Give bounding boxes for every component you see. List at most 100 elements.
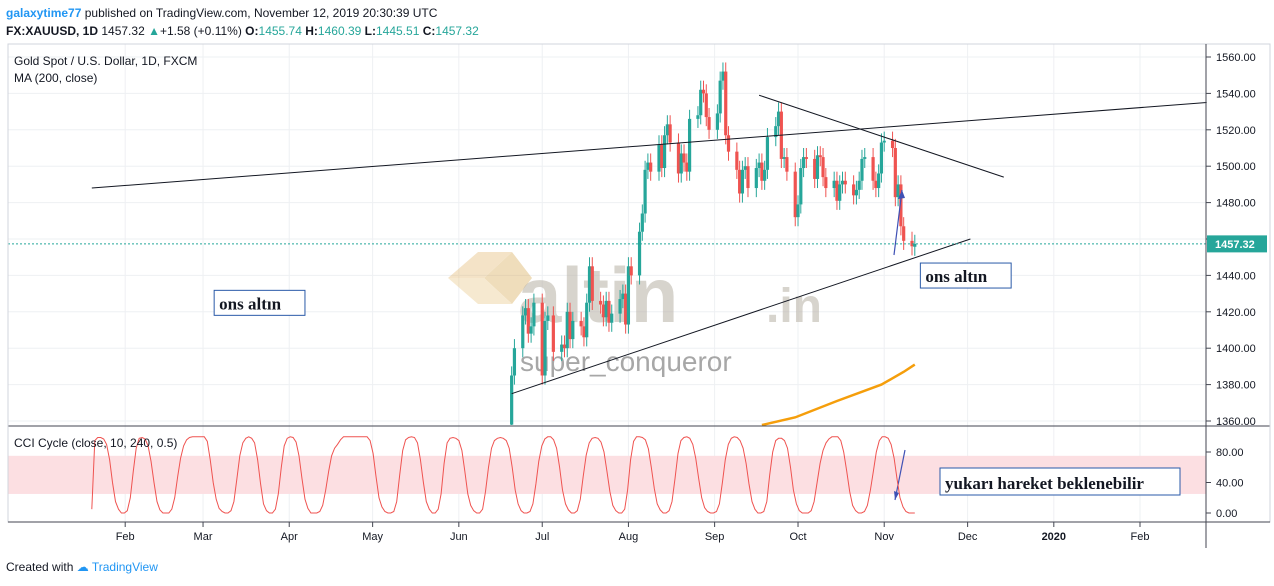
candle	[618, 299, 622, 314]
time-tick-label: Aug	[619, 531, 639, 543]
candle	[785, 157, 789, 172]
high-value: 1460.39	[317, 24, 362, 38]
candle	[721, 71, 725, 81]
candle	[532, 302, 536, 327]
author-link[interactable]: galaxytime77	[6, 6, 82, 20]
low-value: 1445.51	[375, 24, 420, 38]
time-tick-label: Nov	[874, 531, 894, 543]
candle	[738, 169, 742, 194]
candle	[510, 375, 514, 425]
price-tick-label: 1360.00	[1216, 416, 1256, 428]
candle	[765, 137, 770, 170]
candle	[696, 115, 700, 119]
candle	[854, 189, 859, 196]
candle	[757, 162, 761, 169]
candle	[682, 153, 686, 163]
time-axis: Feb Mar Apr May Jun Jul Aug Sep Oct Nov Dec 2020 Feb	[116, 522, 1150, 543]
candle	[649, 162, 653, 172]
symbol-label: FX:XAUUSD, 1D	[6, 24, 99, 38]
candle	[607, 300, 611, 323]
candle	[863, 157, 867, 159]
watermark: altin .in super_conqueror	[448, 251, 822, 377]
candle	[799, 168, 803, 205]
cci-axis: 0.00 40.00 80.00	[1206, 447, 1244, 520]
candle	[860, 158, 864, 181]
time-tick-label: Jun	[450, 531, 468, 543]
candle	[565, 311, 569, 349]
last-price-badge: 1457.32	[1207, 235, 1267, 253]
price-tick-label: 1420.00	[1216, 307, 1256, 319]
created-with-label: Created with	[6, 560, 74, 574]
candle	[840, 180, 845, 185]
candle	[882, 140, 886, 143]
open-label: O:	[245, 24, 259, 38]
candle	[818, 155, 822, 158]
watermark-user: super_conqueror	[520, 346, 732, 377]
candle	[715, 113, 719, 130]
ma200-line	[761, 363, 916, 427]
time-tick-label: Mar	[194, 531, 213, 543]
candle	[890, 140, 895, 148]
candle	[676, 142, 681, 174]
candle	[893, 148, 897, 198]
trendline	[511, 238, 971, 395]
tradingview-brand[interactable]: TradingView	[91, 560, 158, 574]
candle	[604, 300, 608, 318]
time-tick-label: Oct	[789, 531, 806, 543]
close-label: C:	[422, 24, 436, 38]
publish-line: galaxytime77 published on TradingView.co…	[6, 4, 479, 22]
high-label: H:	[305, 24, 318, 38]
candle	[871, 157, 875, 181]
candle	[610, 313, 614, 323]
candle	[590, 266, 594, 301]
cci-indicator-label: CCI Cycle (close, 10, 240, 0.5)	[14, 436, 177, 450]
candle	[571, 320, 575, 340]
price-tick-label: 1520.00	[1216, 125, 1256, 137]
candle	[913, 243, 917, 247]
candle	[562, 344, 567, 349]
price-tick-label: 1400.00	[1216, 343, 1256, 355]
candle	[582, 326, 586, 338]
candle	[643, 169, 647, 214]
time-tick-label: May	[362, 531, 383, 543]
candle	[899, 184, 903, 227]
publish-info: published on TradingView.com, November 1…	[84, 6, 438, 20]
candle	[668, 124, 672, 143]
up-arrow-main-head-icon	[898, 190, 905, 199]
annotation-text: ons altın	[219, 294, 281, 313]
candle	[746, 166, 750, 189]
price-tick-label: 1560.00	[1216, 52, 1256, 64]
candle	[726, 135, 731, 152]
candle	[735, 151, 739, 170]
candle	[801, 157, 806, 169]
altin-logo-icon	[448, 252, 532, 304]
candle	[821, 157, 825, 178]
candle	[896, 184, 900, 198]
footer: Created with ☁ TradingView	[6, 560, 158, 574]
grid-lines	[8, 44, 1206, 522]
cci-tick-label: 40.00	[1216, 478, 1244, 490]
candle	[877, 173, 881, 189]
candle	[776, 111, 781, 127]
candle	[624, 293, 628, 325]
candle	[782, 157, 786, 159]
candles	[510, 62, 917, 425]
candle	[815, 155, 820, 179]
candle	[587, 266, 592, 303]
candle	[640, 213, 644, 232]
candle	[579, 320, 583, 327]
candle	[843, 180, 847, 185]
price-tick-label: 1540.00	[1216, 88, 1256, 100]
ohlc-line: FX:XAUUSD, 1D 1457.32 ▲+1.58 (+0.11%) O:…	[6, 22, 479, 40]
candle	[704, 93, 708, 118]
candle	[551, 315, 555, 352]
candle	[804, 157, 808, 159]
time-tick-label: Feb	[1131, 531, 1150, 543]
chart-header: galaxytime77 published on TradingView.co…	[6, 4, 479, 40]
candle	[835, 180, 839, 201]
candle	[793, 171, 797, 218]
candle	[540, 302, 544, 376]
candle	[707, 117, 711, 130]
trendlines	[91, 94, 1207, 395]
